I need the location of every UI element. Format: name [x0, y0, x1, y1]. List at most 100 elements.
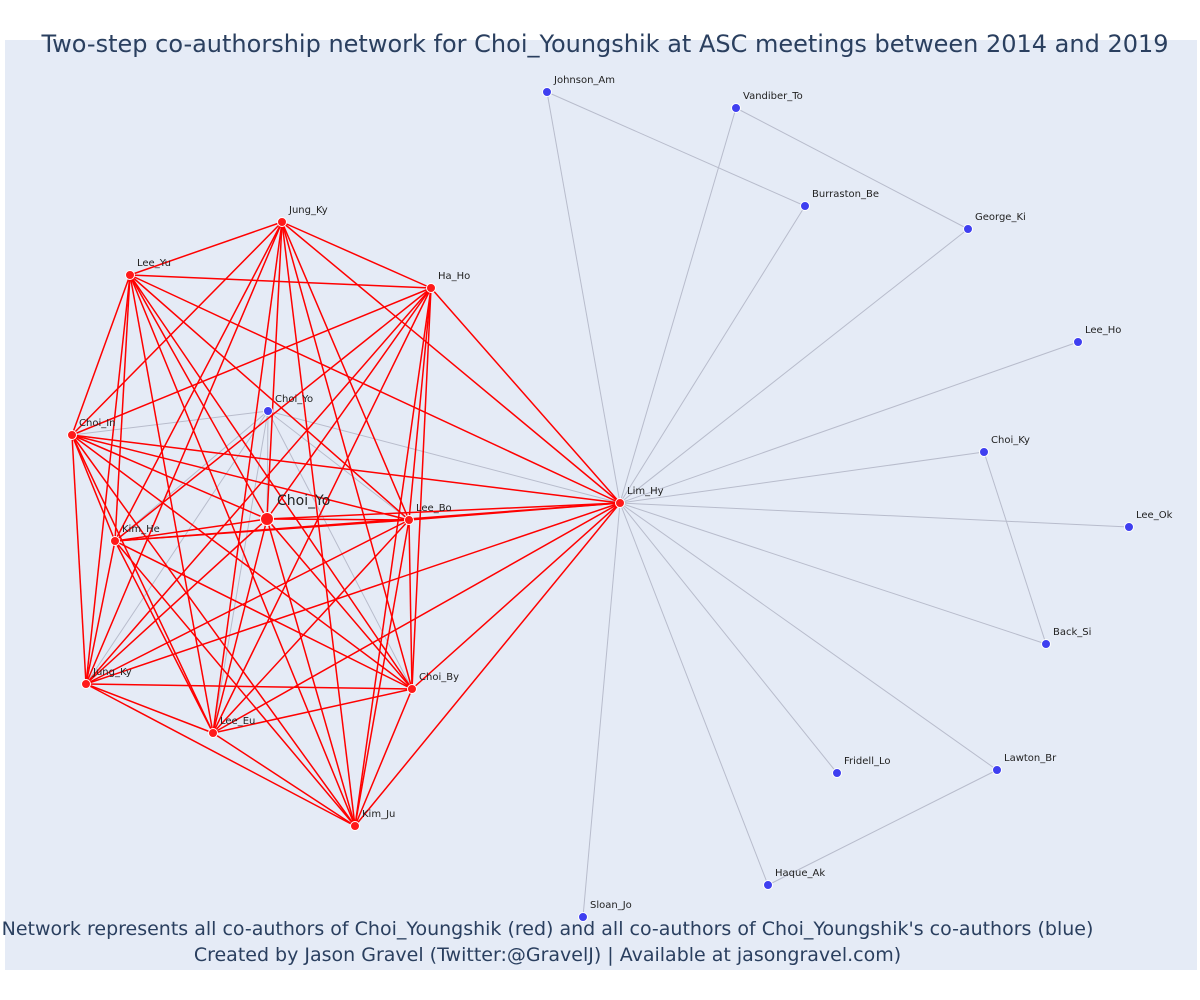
- edge-kim_he-jung_ky_bottom: [85, 540, 116, 685]
- node-sloan_jo[interactable]: [578, 912, 588, 922]
- edge-center-jung_ky_top: [266, 221, 283, 520]
- edge-lee_yu-lee_eu: [129, 274, 214, 734]
- edge-jung_ky_bottom-choi_by: [85, 683, 413, 690]
- coauthor-edges: [71, 221, 621, 827]
- network-nodes: [67, 87, 1134, 922]
- edge-center-lim_hy: [266, 502, 621, 520]
- edge-lim_hy-george_ki: [619, 228, 969, 504]
- node-center[interactable]: [260, 512, 274, 526]
- edge-lim_hy-choi_ky: [619, 451, 985, 504]
- node-choi_in[interactable]: [67, 430, 77, 440]
- edge-lee_bo-jung_ky_bottom: [85, 519, 410, 685]
- node-lee_ho[interactable]: [1073, 337, 1083, 347]
- edge-lim_hy-fridell_lo: [619, 502, 838, 774]
- edge-lee_yu-lim_hy: [129, 274, 621, 504]
- node-label-kim_ju: Kim_Ju: [362, 809, 395, 820]
- edge-jung_ky_top-jung_ky_bottom: [85, 221, 283, 685]
- edge-center-choi_by: [266, 518, 413, 690]
- edge-center-kim_ju: [266, 518, 356, 827]
- edge-jung_ky_top-lee_bo: [281, 221, 410, 521]
- edge-jung_ky_top-choi_by: [281, 221, 413, 690]
- edge-lee_yu-kim_he: [114, 274, 131, 542]
- edge-choi_by-kim_ju: [354, 688, 413, 827]
- edge-lim_hy-vandiber_to: [619, 107, 737, 504]
- node-haque_ak[interactable]: [763, 880, 773, 890]
- node-lee_yu[interactable]: [125, 270, 135, 280]
- edge-lee_yu-jung_ky_bottom: [85, 274, 131, 685]
- edge-choi_in-choi_by: [71, 434, 413, 690]
- edge-ha_ho-lim_hy: [430, 287, 621, 504]
- edge-johnson_am-burraston_be: [546, 91, 806, 207]
- edge-lee_yu-lee_bo: [129, 274, 410, 521]
- node-lawton_br[interactable]: [992, 765, 1002, 775]
- edge-choi_by-lee_eu: [212, 688, 413, 734]
- node-choi_ky[interactable]: [979, 447, 989, 457]
- node-kim_ju[interactable]: [350, 821, 360, 831]
- node-label-choi_by: Choi_By: [419, 672, 459, 683]
- edge-ha_ho-lee_bo: [408, 287, 432, 521]
- edge-lim_hy-lawton_br: [619, 502, 998, 771]
- caption-description: Network represents all co-authors of Cho…: [1, 918, 1094, 940]
- edge-lim_hy-back_si: [619, 502, 1047, 645]
- edge-choi_yo_blue-choi_in: [71, 410, 269, 436]
- node-label-ha_ho: Ha_Ho: [438, 271, 470, 282]
- node-label-haque_ak: Haque_Ak: [775, 868, 825, 879]
- node-labels: Choi_Yo Jung_Ky Lee_Yu Ha_Ho Choi_In Kim_He Le…: [79, 75, 1173, 911]
- edge-choi_yo_blue-choi_by: [267, 410, 413, 690]
- node-label-lim_hy: Lim_Hy: [627, 486, 664, 497]
- edge-center-jung_ky_bottom: [85, 518, 268, 685]
- edge-jung_ky_top-ha_ho: [281, 221, 432, 289]
- node-label-george_ki: George_Ki: [975, 212, 1026, 223]
- edge-lee_eu-lim_hy: [212, 502, 621, 734]
- edge-lim_hy-burraston_be: [619, 205, 806, 504]
- node-lee_bo[interactable]: [404, 515, 414, 525]
- node-lee_eu[interactable]: [208, 728, 218, 738]
- edge-choi_yo_blue-jung_ky_bottom: [85, 410, 269, 685]
- edge-choi_in-jung_ky_bottom: [71, 434, 87, 685]
- node-ha_ho[interactable]: [426, 283, 436, 293]
- edge-lee_eu-kim_ju: [212, 732, 356, 827]
- edge-kim_ju-lim_hy: [354, 502, 621, 827]
- edge-kim_he-lee_eu: [114, 540, 214, 734]
- node-label-lee_yu: Lee_Yu: [137, 258, 171, 269]
- edge-choi_ky-back_si: [983, 451, 1047, 645]
- node-jung_ky_bottom[interactable]: [81, 679, 91, 689]
- edge-jung_ky_top-lim_hy: [281, 221, 621, 504]
- edge-lee_yu-choi_by: [129, 274, 413, 690]
- node-label-lawton_br: Lawton_Br: [1004, 753, 1057, 764]
- edge-choi_yo_blue-lee_bo: [267, 410, 410, 521]
- node-johnson_am[interactable]: [542, 87, 552, 97]
- node-choi_yo_blue[interactable]: [263, 406, 273, 416]
- node-jung_ky_top[interactable]: [277, 217, 287, 227]
- node-lim_hy[interactable]: [615, 498, 625, 508]
- node-burraston_be[interactable]: [800, 201, 810, 211]
- node-kim_he[interactable]: [110, 536, 120, 546]
- edge-ha_ho-kim_ju: [354, 287, 432, 827]
- node-label-sloan_jo: Sloan_Jo: [590, 900, 632, 911]
- edge-center-lee_bo: [266, 518, 410, 521]
- node-label-fridell_lo: Fridell_Lo: [844, 756, 890, 767]
- node-vandiber_to[interactable]: [731, 103, 741, 113]
- node-fridell_lo[interactable]: [832, 768, 842, 778]
- node-george_ki[interactable]: [963, 224, 973, 234]
- edge-lim_hy-lee_ho: [619, 341, 1079, 504]
- node-label-johnson_am: Johnson_Am: [553, 75, 615, 86]
- edge-lee_bo-lim_hy: [408, 502, 621, 521]
- node-label-vandiber_to: Vandiber_To: [743, 91, 803, 102]
- edge-jung_ky_bottom-lee_eu: [85, 683, 214, 734]
- edge-choi_in-lim_hy: [71, 434, 621, 504]
- node-label-choi_yo_blue: Choi_Yo: [275, 394, 313, 405]
- node-choi_by[interactable]: [407, 684, 417, 694]
- edge-ha_ho-lee_eu: [212, 287, 432, 734]
- edge-center-ha_ho: [266, 287, 432, 520]
- edge-jung_ky_top-choi_in: [71, 221, 283, 436]
- edge-lim_hy-haque_ak: [619, 502, 769, 886]
- edge-lee_bo-lee_eu: [212, 519, 410, 734]
- chart-title: Two-step co-authorship network for Choi_…: [41, 30, 1169, 58]
- node-back_si[interactable]: [1041, 639, 1051, 649]
- node-label-choi_ky: Choi_Ky: [991, 435, 1030, 446]
- node-lee_ok[interactable]: [1124, 522, 1134, 532]
- edge-lee_bo-kim_ju: [354, 519, 410, 827]
- caption-credit: Created by Jason Gravel (Twitter:@Gravel…: [193, 944, 902, 966]
- edge-lee_bo-choi_by: [408, 519, 413, 690]
